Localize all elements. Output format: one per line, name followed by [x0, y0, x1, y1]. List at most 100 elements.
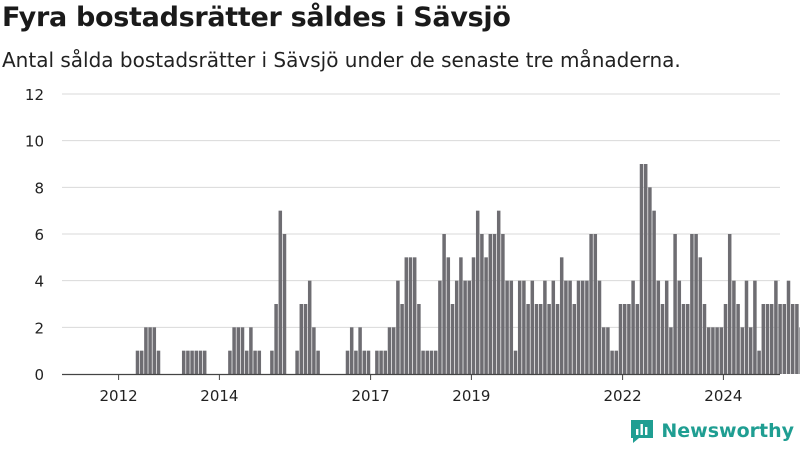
bar [228, 350, 232, 374]
bar [648, 187, 652, 374]
bar [635, 304, 640, 374]
bar [513, 350, 518, 374]
bar [538, 304, 543, 374]
bar [257, 350, 262, 374]
bar [278, 210, 283, 374]
bar [270, 350, 274, 374]
bar [669, 327, 673, 374]
bar [576, 280, 581, 374]
bar [673, 234, 677, 374]
bar [786, 280, 791, 374]
bar [375, 350, 379, 374]
brand-name: Newsworthy [661, 420, 794, 442]
bar [202, 350, 207, 374]
bar [299, 304, 304, 374]
bar [236, 327, 241, 374]
bar [690, 234, 694, 374]
bar [454, 280, 459, 374]
bar [744, 280, 749, 374]
bar [618, 304, 623, 374]
bar [400, 304, 404, 374]
bar [484, 257, 488, 374]
bar [421, 350, 425, 374]
bar [698, 257, 703, 374]
y-tick-label: 10 [25, 133, 44, 151]
bar [677, 280, 682, 374]
bar [568, 280, 572, 374]
bar [740, 327, 745, 374]
bar [769, 304, 774, 374]
bar [610, 350, 614, 374]
bar [253, 350, 257, 374]
bar [702, 304, 707, 374]
bar [715, 327, 719, 374]
bar [631, 280, 635, 374]
bar [551, 280, 556, 374]
bar [555, 304, 560, 374]
bar [727, 234, 732, 374]
bar [719, 327, 724, 374]
bar [580, 280, 585, 374]
bar [593, 234, 598, 374]
bar [307, 280, 312, 374]
bar [391, 327, 396, 374]
bar [639, 164, 644, 374]
bar [475, 210, 480, 374]
bar [627, 304, 631, 374]
bar [198, 350, 203, 374]
bar [534, 304, 539, 374]
x-tick-label: 2017 [352, 387, 390, 405]
bar [463, 280, 467, 374]
bar [694, 234, 698, 374]
bar [757, 350, 761, 374]
bar [681, 304, 686, 374]
bar [438, 280, 442, 374]
bar [433, 350, 438, 374]
bar [488, 234, 493, 374]
bar [732, 280, 736, 374]
bar [249, 327, 253, 374]
x-tick-label: 2014 [200, 387, 238, 405]
bar [190, 350, 194, 374]
bar [736, 304, 740, 374]
bar [543, 280, 547, 374]
bar [295, 350, 299, 374]
bar [559, 257, 564, 374]
bar [526, 304, 530, 374]
bar [282, 234, 287, 374]
bar [480, 234, 484, 374]
bar [387, 327, 392, 374]
bar [144, 327, 148, 374]
bar [450, 304, 455, 374]
bar [471, 257, 476, 374]
bar [606, 327, 610, 374]
bar [782, 304, 787, 374]
y-tick-label: 2 [34, 319, 44, 337]
bar [366, 350, 371, 374]
bar [379, 350, 383, 374]
chart-title: Fyra bostadsrätter såldes i Sävsjö [2, 2, 511, 33]
bar [601, 327, 606, 374]
bar [408, 257, 413, 374]
bar [589, 234, 593, 374]
bar [501, 234, 505, 374]
bar [156, 350, 161, 374]
bar [274, 304, 278, 374]
bar [446, 257, 451, 374]
bar [316, 350, 320, 374]
bar [685, 304, 690, 374]
bar [765, 304, 770, 374]
bar [509, 280, 514, 374]
bar [135, 350, 140, 374]
bar [492, 234, 497, 374]
bar [664, 280, 669, 374]
bar [232, 327, 236, 374]
bar [467, 280, 472, 374]
bar [723, 304, 728, 374]
bar [761, 304, 766, 374]
y-tick-label: 12 [25, 86, 44, 104]
bar [139, 350, 144, 374]
bar [547, 304, 551, 374]
bar [396, 280, 400, 374]
x-tick-label: 2019 [452, 387, 490, 405]
